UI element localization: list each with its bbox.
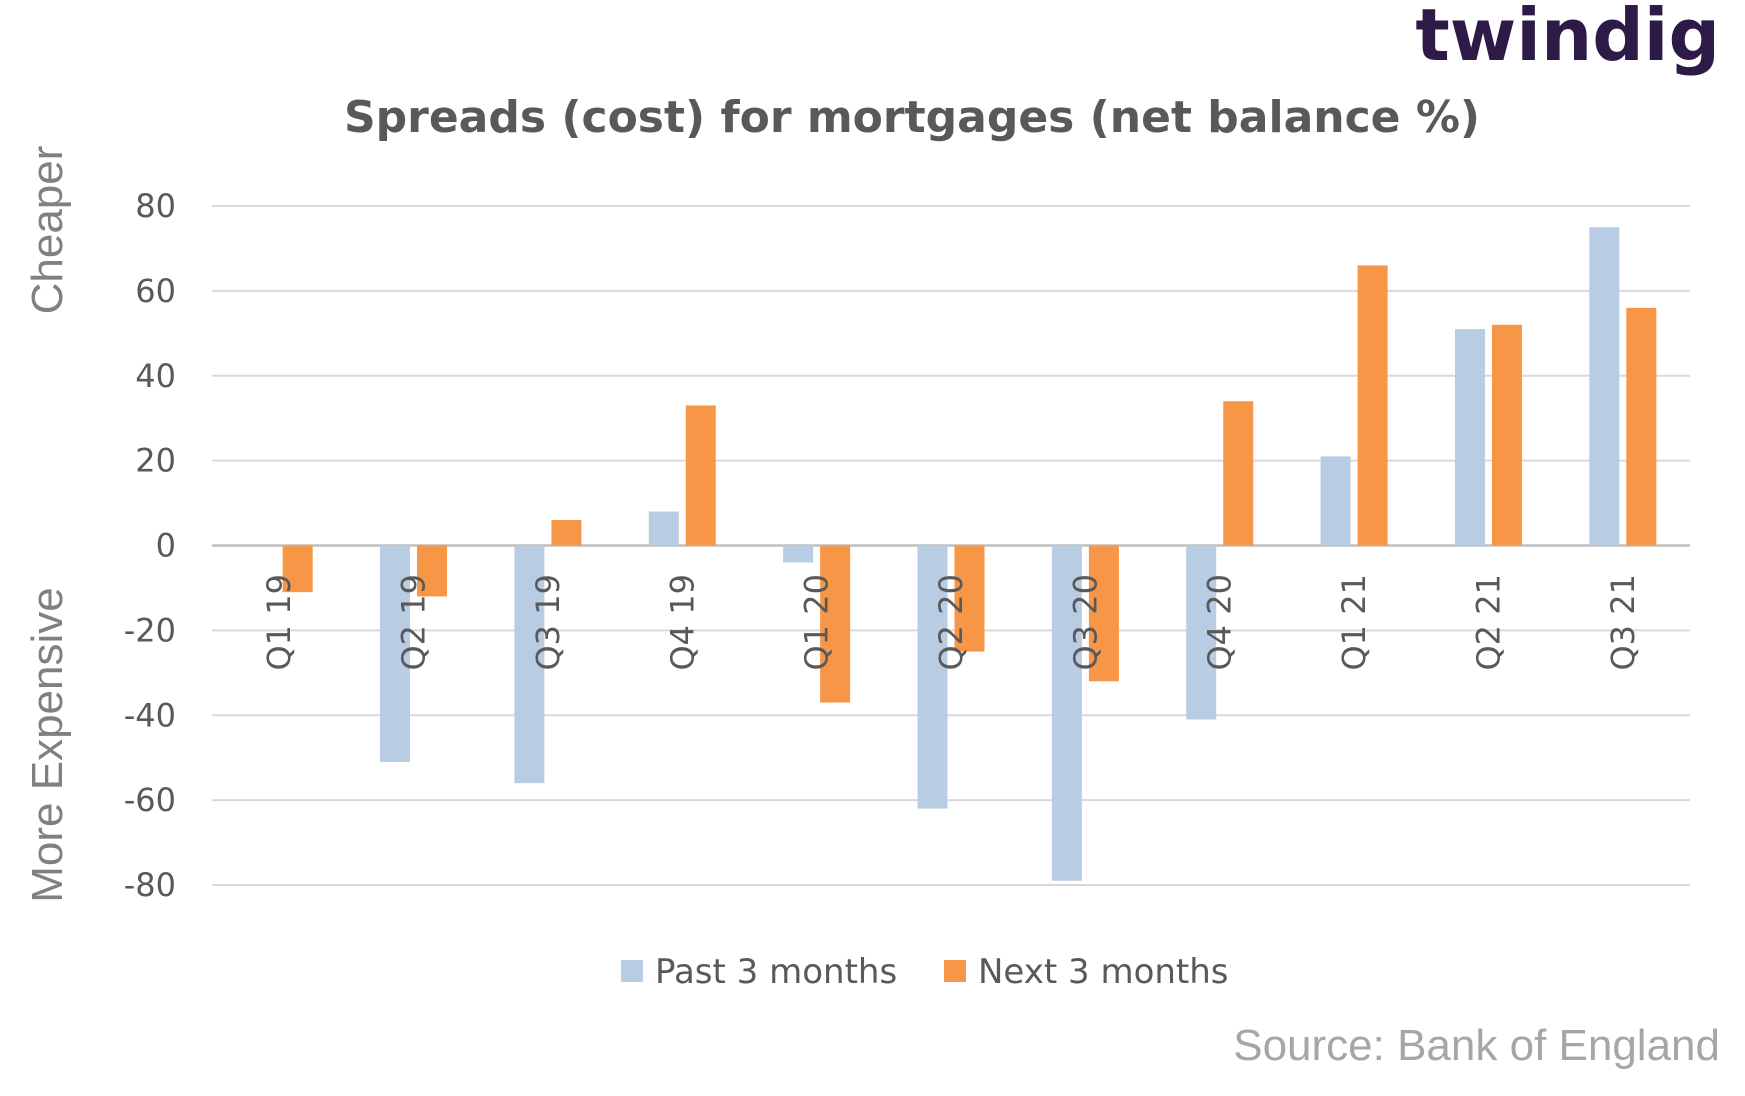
bar-past-q1-21 — [1320, 456, 1351, 546]
x-tick-label: Q2 21 — [1469, 574, 1507, 670]
x-tick-label: Q3 20 — [1066, 574, 1104, 670]
bar-next-q4-19 — [685, 405, 716, 546]
bar-past-q2-20 — [917, 545, 948, 809]
y-tick-label: 40 — [135, 357, 176, 395]
x-axis-ticks: Q1 19 Q2 19 Q3 19 Q4 19 Q1 20 Q2 20 Q3 20 Q4 20… — [260, 574, 1642, 670]
bar-next-q4-20 — [1223, 401, 1254, 546]
logo-text: twindig — [1415, 0, 1720, 77]
x-tick-label: Q1 20 — [798, 574, 836, 670]
bar-past-q1-20 — [783, 545, 814, 563]
bar-past-q3-20 — [1051, 545, 1082, 881]
bar-past-q4-19 — [648, 511, 679, 546]
y-tick-label: 0 — [156, 527, 176, 565]
bar-past-q3-21 — [1589, 227, 1620, 546]
x-tick-label: Q4 20 — [1201, 574, 1239, 670]
side-label-lower: More Expensive — [23, 587, 72, 902]
bar-next-q3-20 — [1088, 545, 1119, 682]
bar-next-q2-19 — [417, 545, 448, 597]
bar-next-q1-21 — [1357, 265, 1388, 546]
y-tick-label: -40 — [124, 696, 176, 734]
x-tick-label: Q3 19 — [529, 574, 567, 670]
y-tick-label: -20 — [124, 611, 176, 649]
bar-next-q3-19 — [551, 520, 582, 546]
y-tick-label: 60 — [135, 272, 176, 310]
x-tick-label: Q1 21 — [1335, 574, 1373, 670]
side-label-upper: Cheaper — [23, 146, 72, 315]
bar-next-q1-19 — [282, 545, 313, 593]
bars — [282, 227, 1657, 881]
x-tick-label: Q3 21 — [1604, 574, 1642, 670]
legend: Past 3 months Next 3 months — [621, 952, 1229, 992]
legend-swatch-past — [621, 960, 643, 982]
y-tick-label: -60 — [124, 781, 176, 819]
bar-next-q2-21 — [1491, 324, 1522, 546]
chart-title: Spreads (cost) for mortgages (net balanc… — [344, 92, 1480, 143]
y-tick-label: 80 — [135, 187, 176, 225]
y-axis-ticks: 80 60 40 20 0 -20 -40 -60 -80 — [124, 187, 176, 904]
brand-logo: twindig — [1415, 0, 1720, 77]
x-tick-label: Q4 19 — [663, 574, 701, 670]
source-note: Source: Bank of England — [1233, 1021, 1720, 1070]
y-tick-label: 20 — [135, 442, 176, 480]
bar-past-q2-21 — [1454, 329, 1485, 546]
y-tick-label: -80 — [124, 866, 176, 904]
legend-label-past: Past 3 months — [655, 952, 897, 992]
legend-swatch-next — [944, 960, 966, 982]
bar-next-q3-21 — [1626, 307, 1657, 546]
x-tick-label: Q1 19 — [260, 574, 298, 670]
bar-past-q3-19 — [514, 545, 545, 784]
legend-label-next: Next 3 months — [978, 952, 1229, 992]
x-tick-label: Q2 19 — [395, 574, 433, 670]
gridlines — [212, 205, 1690, 886]
bar-past-q2-19 — [380, 545, 411, 762]
bar-next-q1-20 — [820, 545, 851, 703]
x-tick-label: Q2 20 — [932, 574, 970, 670]
bar-next-q2-20 — [954, 545, 985, 652]
bar-past-q4-20 — [1186, 545, 1217, 720]
